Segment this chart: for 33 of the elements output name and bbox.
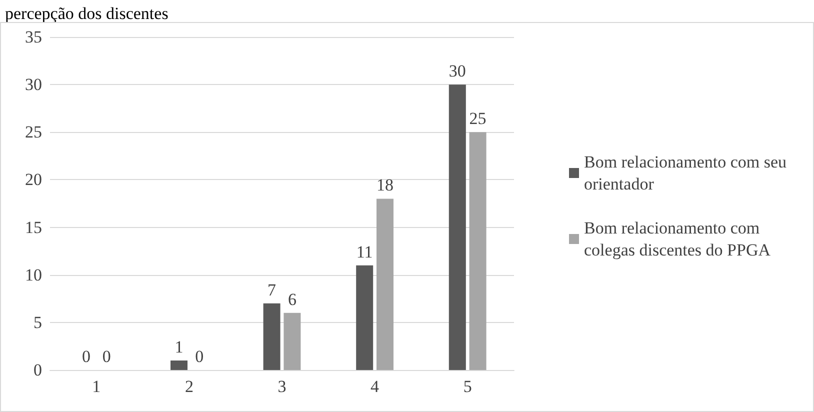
y-tick-label: 25 <box>25 122 42 142</box>
data-label: 0 <box>195 347 204 366</box>
bar <box>170 360 188 370</box>
x-tick-label: 4 <box>370 377 380 396</box>
bar <box>356 265 374 370</box>
bar <box>263 303 280 370</box>
y-tick-label: 0 <box>34 360 42 380</box>
x-tick-label: 3 <box>278 377 286 396</box>
data-label: 1 <box>174 337 184 356</box>
bar <box>469 132 486 370</box>
data-label: 25 <box>469 109 486 128</box>
y-tick-label: 35 <box>25 28 42 46</box>
data-label: 30 <box>448 62 466 81</box>
chart-title: percepção dos discentes <box>5 4 168 23</box>
data-label: 18 <box>376 176 394 195</box>
y-tick-label: 10 <box>25 265 42 284</box>
data-label: 11 <box>356 242 373 262</box>
data-label: 7 <box>268 280 277 300</box>
bar <box>376 198 394 370</box>
data-label: 0 <box>82 347 90 366</box>
y-tick-label: 5 <box>34 312 42 332</box>
legend-label: Bom relacionamento com seu orientador <box>584 152 791 194</box>
x-tick-label: 5 <box>463 377 472 396</box>
y-tick-label: 20 <box>25 170 42 190</box>
data-label: 0 <box>102 347 111 366</box>
bar <box>448 84 466 370</box>
data-label: 6 <box>288 290 296 309</box>
x-tick-label: 2 <box>184 377 194 396</box>
y-tick-label: 15 <box>25 218 42 237</box>
x-tick-label: 1 <box>92 377 101 396</box>
y-tick-label: 30 <box>25 75 42 94</box>
legend-label: Bom relacionamento com colegas discentes do PPGA <box>584 218 772 260</box>
bar <box>284 312 301 370</box>
